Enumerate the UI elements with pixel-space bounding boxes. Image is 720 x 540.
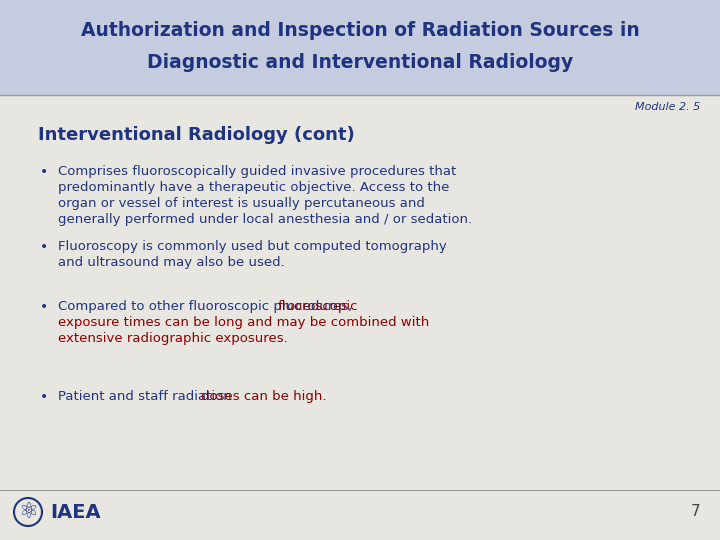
Text: Patient and staff radiation: Patient and staff radiation — [58, 390, 236, 403]
FancyBboxPatch shape — [0, 0, 720, 95]
Text: Compared to other fluoroscopic procedures,: Compared to other fluoroscopic procedure… — [58, 300, 356, 313]
Text: •: • — [40, 240, 48, 254]
Text: fluoroscopic: fluoroscopic — [277, 300, 358, 313]
Text: and ultrasound may also be used.: and ultrasound may also be used. — [58, 256, 284, 269]
Text: Module 2. 5: Module 2. 5 — [635, 102, 700, 112]
Text: doses can be high.: doses can be high. — [201, 390, 326, 403]
Text: 7: 7 — [690, 504, 700, 519]
Text: extensive radiographic exposures.: extensive radiographic exposures. — [58, 332, 288, 345]
Text: ⚛: ⚛ — [18, 502, 38, 522]
Text: •: • — [40, 165, 48, 179]
Text: IAEA: IAEA — [50, 503, 101, 522]
Text: generally performed under local anesthesia and / or sedation.: generally performed under local anesthes… — [58, 213, 472, 226]
Text: Authorization and Inspection of Radiation Sources in: Authorization and Inspection of Radiatio… — [81, 21, 639, 39]
Text: Fluoroscopy is commonly used but computed tomography: Fluoroscopy is commonly used but compute… — [58, 240, 446, 253]
Text: Interventional Radiology (cont): Interventional Radiology (cont) — [38, 126, 355, 144]
Text: predominantly have a therapeutic objective. Access to the: predominantly have a therapeutic objecti… — [58, 181, 449, 194]
Text: exposure times can be long and may be combined with: exposure times can be long and may be co… — [58, 316, 429, 329]
Text: Diagnostic and Interventional Radiology: Diagnostic and Interventional Radiology — [147, 52, 573, 71]
Text: organ or vessel of interest is usually percutaneous and: organ or vessel of interest is usually p… — [58, 197, 425, 210]
Text: •: • — [40, 390, 48, 404]
Text: •: • — [40, 300, 48, 314]
Text: Comprises fluoroscopically guided invasive procedures that: Comprises fluoroscopically guided invasi… — [58, 165, 456, 178]
